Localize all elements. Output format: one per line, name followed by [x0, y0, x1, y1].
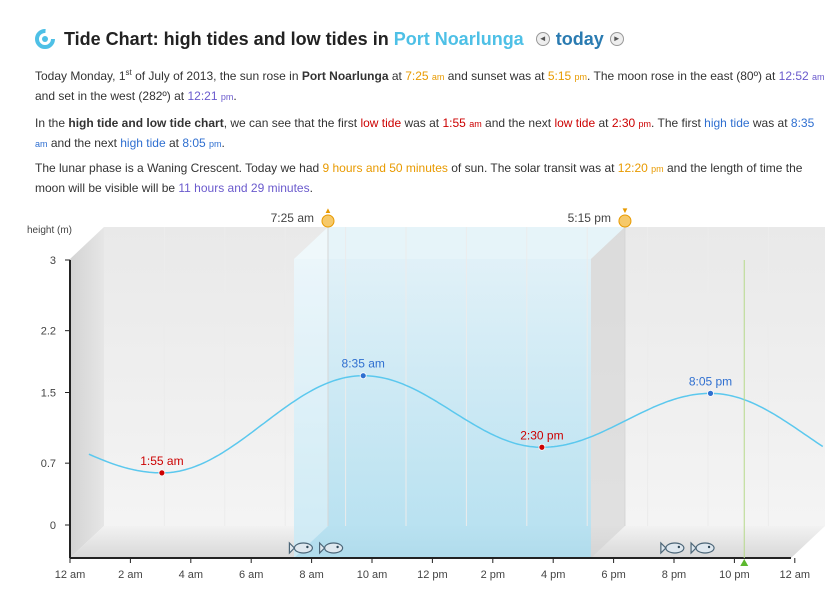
page-title-place[interactable]: Port Noarlunga — [393, 28, 524, 49]
prev-day-button[interactable]: ◄ — [535, 32, 550, 46]
sunrise-time: 7:25 — [405, 69, 429, 83]
fish-icon — [690, 541, 715, 555]
x-tick-label: 10 pm — [719, 569, 750, 581]
y-axis-label: height (m) — [27, 225, 72, 236]
y-tick-label: 3 — [50, 255, 56, 267]
daylight-band — [293, 259, 591, 558]
low-tide-label-3: 2:30 pm — [520, 428, 563, 442]
x-tick-label: 8 am — [299, 569, 323, 581]
fish-icon — [660, 541, 685, 555]
sunrise-label: 7:25 am — [271, 211, 314, 225]
high-tide-label-4: 8:05 pm — [689, 374, 732, 388]
low-tide-point-1 — [158, 469, 166, 477]
x-tick-label: 8 pm — [662, 569, 686, 581]
y-tick-label: 0.7 — [41, 458, 56, 470]
sunrise-sun-icon — [321, 214, 335, 228]
next-day-button[interactable]: ► — [609, 32, 624, 46]
daylight-band-side — [590, 227, 625, 558]
fish-icon — [288, 541, 313, 555]
site-logo-icon — [34, 28, 56, 50]
low-tide-label-1: 1:55 am — [140, 454, 183, 468]
high-tide-1-time: 8:35 — [790, 116, 815, 130]
low-tide-point-3 — [538, 443, 546, 451]
moonrise-time: 12:52 — [778, 69, 809, 83]
tide-summary: In the high tide and low tide chart, we … — [35, 116, 815, 150]
x-tick-label: 4 pm — [541, 569, 565, 581]
y-tick-label: 0 — [50, 520, 56, 532]
low-tide-1-time: 1:55 — [442, 116, 466, 130]
x-tick-label: 10 am — [357, 569, 388, 581]
moon-marker-icon — [740, 559, 749, 566]
sun-moon-summary: Today Monday, 1st of July of 2013, the s… — [35, 68, 825, 104]
daylight-band-top — [293, 227, 625, 259]
x-tick-label: 12 am — [780, 569, 811, 581]
sunset-arrow: ▼ — [621, 206, 629, 215]
sun-duration: 9 hours and 50 minutes — [322, 161, 448, 175]
high-tide-point-2 — [359, 372, 367, 380]
sunset-label: 5:15 pm — [568, 211, 611, 225]
tide-chart: height (m) 3 2.2 1.5 0.7 0 12 am 2 am 4 am 6 am 8 … — [27, 206, 825, 581]
x-tick-label: 6 am — [239, 569, 263, 581]
page-title: Tide Chart: high tides and low tides in — [64, 28, 389, 49]
x-tick-label: 12 am — [55, 569, 86, 581]
chart-left-wall — [70, 227, 104, 558]
high-tide-2-time: 8:05 — [182, 136, 206, 150]
fish-icon — [319, 541, 344, 555]
x-tick-label: 4 am — [179, 569, 203, 581]
sunset-sun-icon — [618, 214, 632, 228]
sunset-time: 5:15 — [547, 69, 572, 83]
low-tide-2-time: 2:30 — [611, 116, 636, 130]
x-tick-label: 6 pm — [601, 569, 625, 581]
sunrise-arrow: ▲ — [324, 206, 332, 215]
moon-visible-duration: 11 hours and 29 minutes — [178, 181, 310, 195]
y-tick-label: 1.5 — [41, 388, 56, 400]
solar-transit-time: 12:20 — [617, 161, 648, 175]
place-name: Port Noarlunga — [301, 69, 389, 83]
x-tick-label: 2 pm — [481, 569, 505, 581]
daylight-band-left-side — [293, 227, 328, 558]
y-tick-label: 2.2 — [41, 326, 56, 338]
x-tick-label: 2 am — [118, 569, 142, 581]
lunar-summary: The lunar phase is a Waning Crescent. To… — [35, 161, 803, 195]
high-tide-label-2: 8:35 am — [342, 357, 385, 371]
moonset-time: 12:21 — [187, 89, 218, 103]
tide-curve — [88, 374, 824, 474]
today-link[interactable]: today — [555, 28, 604, 49]
page-header: Tide Chart: high tides and low tides in … — [34, 26, 624, 52]
x-tick-label: 12 pm — [417, 569, 448, 581]
high-tide-point-4 — [707, 389, 714, 397]
